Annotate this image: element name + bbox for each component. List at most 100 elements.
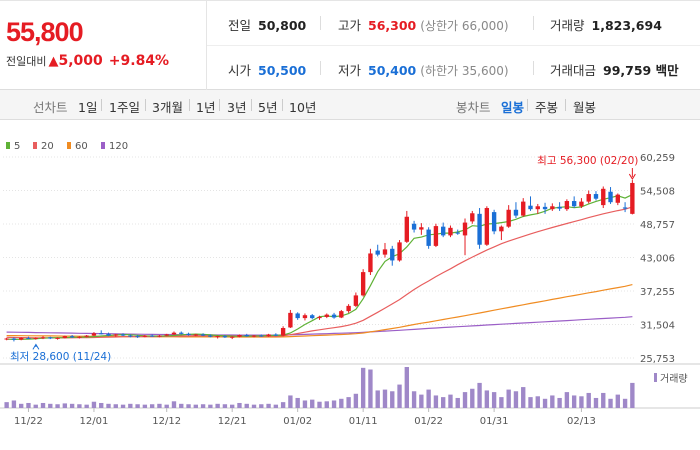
volume-bar [106, 403, 111, 408]
candle-body [528, 205, 533, 210]
candle-body [477, 213, 482, 245]
candle-body [339, 311, 344, 318]
volume-bar [324, 401, 329, 408]
volume-bar [11, 400, 17, 408]
y-tick-label: 37,255 [640, 287, 675, 298]
candle-body [630, 182, 635, 214]
volume-bar [62, 403, 68, 408]
volume-bar [346, 397, 351, 408]
candle-body [491, 212, 497, 232]
chart-canvas[interactable]: 5 20 60 120 60,259 54,508 48,757 43,006 37,255 31… [0, 121, 700, 450]
change-amount: 5,000 [58, 53, 103, 69]
tab-10y[interactable]: 10년 [289, 100, 317, 115]
volume-bar [593, 397, 599, 408]
arrow-down-icon [628, 173, 636, 181]
volume-bar [149, 404, 155, 408]
tab-daily[interactable]: 일봉 [501, 100, 525, 115]
candle-body [331, 314, 337, 318]
stock-chart[interactable]: 5 20 60 120 60,259 54,508 48,757 43,006 37,255 31… [0, 121, 700, 450]
volume-bar [55, 404, 60, 408]
low-label: 저가 [338, 63, 362, 78]
divider [565, 99, 566, 111]
candle-body [448, 227, 453, 236]
tab-1y[interactable]: 1년 [196, 100, 216, 115]
candle-body [200, 334, 206, 336]
candle-body [521, 201, 526, 216]
volume-bar [48, 403, 53, 408]
volume-bar [542, 398, 548, 408]
candle-body [426, 229, 431, 246]
tab-monthly[interactable]: 월봉 [573, 100, 597, 115]
divider [533, 61, 534, 75]
line-chart-label: 선차트 [33, 100, 68, 115]
price-change: 전일대비 ▲5,000 +9.84% [6, 53, 169, 69]
candle-body [244, 335, 249, 337]
candle-body [62, 336, 68, 338]
candle-body [302, 315, 308, 319]
candle-body [419, 227, 424, 230]
volume-legend-label: 거래량 [660, 373, 688, 385]
low-stat: 저가 50,400 (하한가 35,600) [338, 60, 509, 79]
candle-body [230, 336, 235, 338]
volume-bar [26, 402, 31, 408]
candle-body [535, 206, 540, 210]
volume-stat: 거래량 1,823,694 [550, 15, 662, 34]
candle-body [593, 194, 599, 199]
volume-bar [404, 367, 409, 408]
candle-body [113, 334, 118, 336]
volume-bar [521, 387, 526, 408]
volume-bar [19, 403, 24, 408]
volume-bar [499, 397, 504, 408]
divider [101, 99, 102, 111]
candle-body [499, 226, 504, 232]
volume-bar [630, 382, 635, 408]
tab-3y[interactable]: 3년 [227, 100, 247, 115]
x-tick-label: 11/22 [14, 416, 43, 427]
candle-body [360, 272, 366, 296]
tab-1d[interactable]: 1일 [78, 100, 98, 115]
x-tick-label: 01/02 [283, 416, 312, 427]
candle-body [106, 333, 111, 336]
candle-body [368, 253, 373, 273]
volume-bar [157, 403, 162, 408]
volume-bar [135, 404, 140, 408]
candle-body [273, 334, 279, 336]
candle-body [506, 209, 511, 227]
volume-bar [200, 404, 206, 408]
tab-3m[interactable]: 3개월 [152, 100, 183, 115]
candle-body [40, 337, 46, 339]
change-percent: +9.84% [108, 53, 170, 69]
volume-bar [120, 404, 126, 408]
volume-bar [470, 388, 475, 408]
tab-1w[interactable]: 1주일 [109, 100, 140, 115]
legend-label: 5 [14, 141, 20, 152]
volume-bar [164, 404, 169, 408]
volume-bar [266, 403, 271, 408]
candle-body [513, 209, 519, 216]
prev-close-stat: 전일 50,800 [228, 15, 306, 34]
candle-body [411, 223, 417, 230]
high-annotation: 최고 56,300 (02/20) [537, 155, 638, 167]
volume-bar [484, 390, 490, 408]
volume-bar [91, 401, 97, 408]
candle-body [237, 335, 242, 337]
tab-5y[interactable]: 5년 [258, 100, 278, 115]
candle-body [375, 250, 380, 255]
volume-bar [608, 398, 613, 408]
x-tick-label: 02/13 [567, 416, 596, 427]
y-tick-label: 48,757 [640, 220, 675, 231]
candle-body [433, 226, 439, 246]
candle-body [69, 336, 75, 338]
tab-weekly[interactable]: 주봉 [535, 100, 559, 115]
candle-body [193, 334, 198, 336]
volume-bar [433, 395, 439, 408]
candle-body [48, 337, 53, 339]
volume-bar [390, 391, 395, 408]
arrow-up-icon [32, 343, 40, 350]
volume-bar [4, 402, 9, 408]
candle-body [462, 222, 468, 236]
volume-legend-swatch [654, 373, 657, 382]
volume-bar [455, 397, 460, 408]
volume-bar [513, 391, 519, 408]
volume-bar [128, 403, 133, 408]
